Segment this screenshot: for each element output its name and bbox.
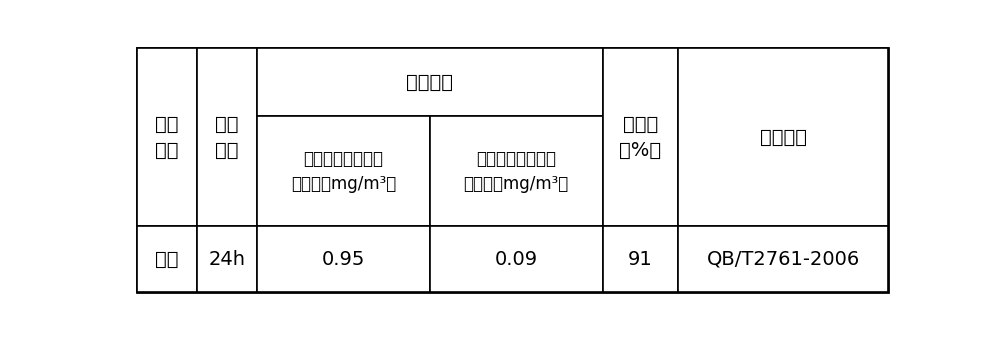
Bar <box>257 48 603 116</box>
Bar <box>603 226 678 292</box>
Text: 检测方法: 检测方法 <box>760 128 807 147</box>
Text: 作用
时间: 作用 时间 <box>215 115 239 160</box>
Bar <box>430 226 603 292</box>
Bar <box>257 116 430 226</box>
Text: 样品试验舱污染物
浓度值（mg/m³）: 样品试验舱污染物 浓度值（mg/m³） <box>464 150 569 192</box>
Bar <box>603 48 678 226</box>
Bar <box>257 226 430 292</box>
Text: 空白试验舱污染物
浓度值（mg/m³）: 空白试验舱污染物 浓度值（mg/m³） <box>291 150 396 192</box>
Text: QB/T2761-2006: QB/T2761-2006 <box>707 250 860 269</box>
Text: 24h: 24h <box>208 250 245 269</box>
Bar <box>137 226 197 292</box>
Text: 去除率
（%）: 去除率 （%） <box>619 115 661 160</box>
Bar <box>197 48 257 226</box>
Bar <box>678 226 888 292</box>
Text: 0.95: 0.95 <box>322 250 365 269</box>
Text: 91: 91 <box>628 250 653 269</box>
Bar <box>430 116 603 226</box>
Text: 0.09: 0.09 <box>495 250 538 269</box>
Text: 检测结果: 检测结果 <box>406 72 453 92</box>
Bar <box>137 48 197 226</box>
Text: 甲醒: 甲醒 <box>155 250 178 269</box>
Bar <box>678 48 888 226</box>
Text: 分析
项目: 分析 项目 <box>155 115 178 160</box>
Bar <box>197 226 257 292</box>
